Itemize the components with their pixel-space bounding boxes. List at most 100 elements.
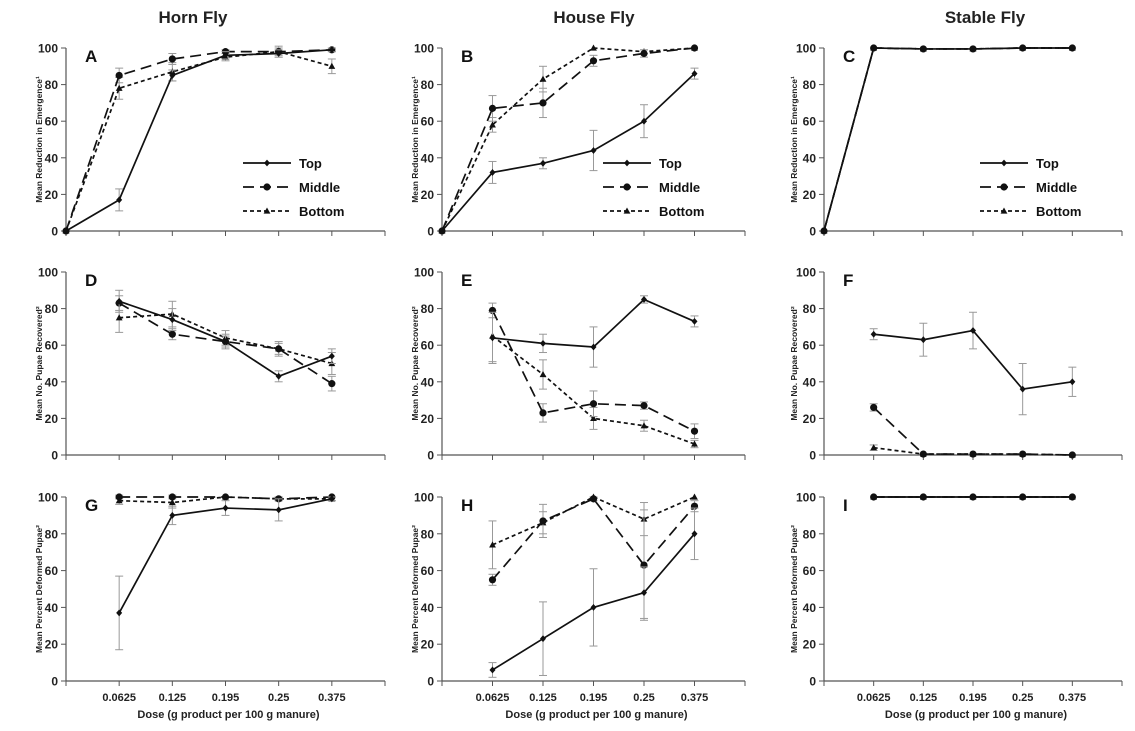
y-axis-label: Mean Reduction in Emergence¹ <box>410 76 420 203</box>
y-tick-label: 0 <box>51 449 58 463</box>
series-line <box>65 48 332 232</box>
series-line <box>118 498 333 614</box>
y-tick-label: 20 <box>45 638 59 652</box>
data-point <box>640 422 648 429</box>
data-point <box>328 380 336 388</box>
legend-marker <box>263 207 271 214</box>
data-point <box>115 314 123 321</box>
series-line <box>119 313 333 365</box>
y-tick-label: 0 <box>427 675 434 689</box>
x-tick-label: 0.375 <box>681 692 709 704</box>
series-middle <box>869 403 1076 459</box>
x-tick-label: 0.125 <box>529 692 557 704</box>
x-axis-label: Dose (g product per 100 g manure) <box>505 709 687 721</box>
y-tick-label: 20 <box>45 188 59 202</box>
data-point <box>489 334 496 342</box>
series-bottom <box>488 493 698 570</box>
data-point <box>328 352 335 360</box>
data-point <box>1069 378 1076 386</box>
data-point <box>690 44 699 52</box>
panel-i: 0 20 40 60 80 100 0.0625 0.125 0.195 0.25 0.375 Dos… <box>789 491 1123 721</box>
data-point <box>641 589 647 597</box>
y-tick-label: 40 <box>45 601 59 615</box>
y-tick-label: 0 <box>427 449 434 463</box>
x-tick-label: 0.375 <box>318 692 346 704</box>
y-tick-label: 60 <box>421 339 435 353</box>
y-axis-label: Mean No. Pupae Recovered² <box>789 306 799 420</box>
y-tick-label: 80 <box>803 527 817 541</box>
x-tick-label: 0.125 <box>159 692 187 704</box>
x-axis-label: Dose (g product per 100 g manure) <box>137 709 319 721</box>
series-top <box>439 67 699 235</box>
data-point <box>328 495 335 503</box>
data-point <box>870 493 877 501</box>
data-point <box>691 70 698 78</box>
data-point <box>116 297 123 305</box>
y-tick-label: 40 <box>803 151 817 165</box>
series-top <box>869 311 1077 416</box>
series-line <box>65 48 332 232</box>
x-tick-label: 0.0625 <box>857 692 891 704</box>
y-tick-label: 60 <box>803 339 817 353</box>
y-tick-label: 60 <box>45 339 59 353</box>
x-tick-label: 0.0625 <box>476 692 510 704</box>
series-line <box>823 47 1073 232</box>
y-tick-label: 80 <box>803 78 817 92</box>
y-tick-label: 100 <box>414 266 434 280</box>
legend-marker <box>623 183 631 191</box>
y-tick-label: 60 <box>803 564 817 578</box>
data-point <box>641 117 647 125</box>
legend-label: Middle <box>1036 180 1077 195</box>
data-point <box>589 57 598 65</box>
series-top <box>115 289 336 383</box>
y-tick-label: 60 <box>421 115 435 129</box>
data-point <box>640 49 648 58</box>
data-point <box>920 336 927 344</box>
y-tick-label: 40 <box>421 601 435 615</box>
y-axis-label: Mean Percent Deformed Pupae² <box>34 525 44 653</box>
data-point <box>540 339 546 347</box>
panel-g: 0 20 40 60 80 100 0.0625 0.125 0.195 0.25 0.375 Dos… <box>34 491 386 721</box>
data-point <box>488 104 497 112</box>
data-point <box>539 409 547 417</box>
data-point <box>116 609 123 617</box>
data-point <box>168 499 176 506</box>
data-point <box>969 450 977 458</box>
y-tick-label: 60 <box>421 564 435 578</box>
data-point <box>168 55 176 63</box>
column-title: Horn Fly <box>159 8 228 27</box>
x-axis-label: Dose (g product per 100 g manure) <box>885 709 1067 721</box>
data-point <box>169 316 176 323</box>
x-tick-label: 0.125 <box>910 692 938 704</box>
series-line <box>492 496 695 546</box>
series-line <box>491 310 695 432</box>
data-point <box>691 493 698 500</box>
series-top <box>63 46 336 235</box>
data-point <box>222 504 229 512</box>
panel-label: C <box>843 47 855 66</box>
data-point <box>970 45 976 53</box>
y-tick-label: 60 <box>45 564 59 578</box>
y-tick-label: 100 <box>38 266 58 280</box>
y-axis-label: Mean Percent Deformed Pupae² <box>410 525 420 653</box>
y-tick-label: 80 <box>45 302 59 316</box>
data-point <box>870 403 878 412</box>
y-tick-label: 80 <box>803 302 817 316</box>
y-tick-label: 100 <box>38 491 58 505</box>
panel-label: I <box>843 496 848 515</box>
y-tick-label: 20 <box>421 188 435 202</box>
y-tick-label: 40 <box>803 601 817 615</box>
data-point <box>275 50 282 57</box>
y-tick-label: 0 <box>427 225 434 239</box>
series-top <box>821 44 1076 235</box>
legend-marker <box>1000 183 1008 191</box>
data-point <box>970 327 976 334</box>
data-point <box>539 75 547 82</box>
y-tick-label: 0 <box>809 225 816 239</box>
panel-e: 0 20 40 60 80 100 Mean No. Pupae Recovered² E <box>410 266 746 463</box>
data-point <box>870 444 878 451</box>
x-tick-label: 0.195 <box>580 692 608 704</box>
data-point <box>691 318 698 325</box>
data-point <box>168 493 176 501</box>
